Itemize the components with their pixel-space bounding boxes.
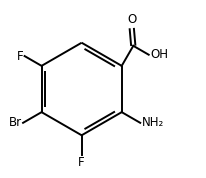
Text: OH: OH — [150, 48, 168, 61]
Text: O: O — [127, 13, 136, 26]
Text: Br: Br — [8, 116, 22, 129]
Text: F: F — [78, 156, 85, 169]
Text: NH₂: NH₂ — [142, 116, 164, 129]
Text: F: F — [16, 49, 23, 63]
